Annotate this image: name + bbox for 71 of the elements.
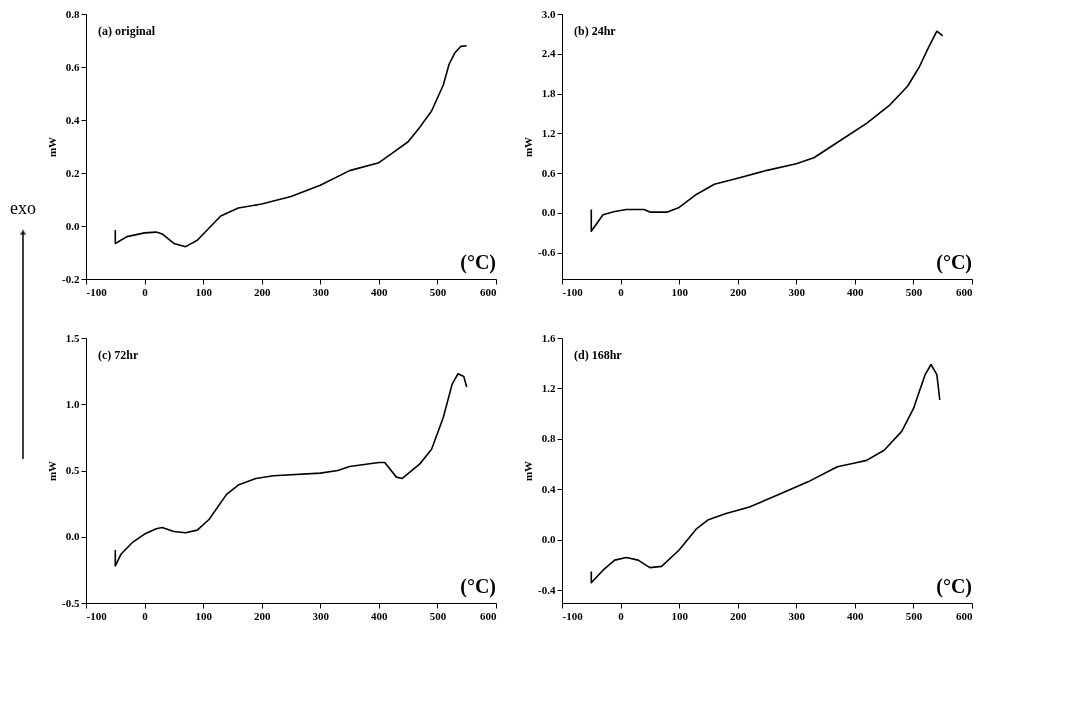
- x-tick-label: 400: [371, 285, 389, 298]
- y-tick-label: -0.4: [538, 583, 556, 596]
- x-tick-label: 0: [618, 609, 625, 622]
- y-tick-label: 0.6: [65, 60, 80, 73]
- x-tick-label: 300: [312, 609, 330, 622]
- x-tick-label: 0: [618, 285, 625, 298]
- annotation: (c) 72hr: [98, 348, 139, 362]
- x-tick-label: 500: [429, 285, 447, 298]
- x-tick-label: 0: [142, 285, 149, 298]
- x-tick-label: 200: [729, 285, 747, 298]
- x-tick-label: 600: [956, 609, 973, 622]
- y-tick-label: -0.2: [62, 272, 80, 285]
- x-tick-label: 500: [905, 609, 923, 622]
- y-tick-label: 1.2: [541, 126, 556, 139]
- y-tick-label: 0.0: [65, 530, 80, 543]
- x-tick-label: -100: [86, 609, 108, 622]
- x-tick-label: 500: [429, 609, 447, 622]
- y-tick-label: 1.5: [65, 331, 80, 344]
- y-tick-label: 0.8: [65, 7, 80, 20]
- x-tick-label: 100: [671, 285, 689, 298]
- y-tick-label: 0.6: [541, 166, 556, 179]
- annotation: (°C): [460, 251, 496, 274]
- annotation: (°C): [460, 575, 496, 598]
- x-tick-label: 300: [788, 609, 806, 622]
- line-series: [114, 372, 468, 567]
- y-axis-title: mW: [522, 136, 535, 158]
- x-tick-label: -100: [562, 609, 584, 622]
- x-tick-label: 400: [847, 285, 865, 298]
- y-tick-label: -0.5: [62, 596, 80, 609]
- x-tick-label: 400: [847, 609, 865, 622]
- x-tick-label: 100: [195, 285, 213, 298]
- y-tick-label: 1.2: [541, 381, 556, 394]
- annotation: (b) 24hr: [574, 24, 617, 38]
- line-series: [114, 45, 468, 248]
- y-tick-label: 0.5: [65, 464, 80, 476]
- y-tick-label: 1.6: [541, 331, 556, 344]
- y-tick-label: 0.8: [541, 432, 556, 445]
- y-tick-label: 2.4: [541, 47, 556, 60]
- annotation: (d) 168hr: [574, 348, 623, 362]
- y-tick-label: -0.6: [538, 246, 556, 258]
- y-tick-label: 0.0: [65, 219, 80, 232]
- y-tick-label: 1.8: [541, 87, 556, 99]
- x-tick-label: 300: [788, 285, 806, 298]
- x-tick-label: 200: [729, 609, 747, 622]
- annotation: (a) original: [98, 24, 156, 38]
- x-tick-label: 300: [312, 285, 330, 298]
- y-tick-label: 0.0: [541, 206, 556, 219]
- annotation: (°C): [936, 251, 972, 274]
- y-tick-label: 3.0: [541, 7, 556, 20]
- x-tick-label: 200: [253, 609, 271, 622]
- x-tick-label: 100: [671, 609, 689, 622]
- annotation: (°C): [936, 575, 972, 598]
- y-tick-label: 0.4: [65, 113, 80, 126]
- y-tick-label: 0.0: [541, 533, 556, 546]
- x-tick-label: 0: [142, 609, 149, 622]
- x-tick-label: 500: [905, 285, 923, 298]
- y-tick-label: 0.4: [541, 482, 556, 495]
- x-tick-label: -100: [86, 285, 108, 298]
- y-tick-label: 1.0: [65, 397, 80, 410]
- x-tick-label: 600: [480, 285, 497, 298]
- x-tick-label: 400: [371, 609, 389, 622]
- x-tick-label: 600: [480, 609, 497, 622]
- y-tick-label: 0.2: [65, 166, 80, 179]
- text: exo: [10, 198, 36, 218]
- y-axis-title: mW: [522, 460, 535, 482]
- y-axis-title: mW: [46, 136, 59, 158]
- x-tick-label: -100: [562, 285, 584, 298]
- x-tick-label: 100: [195, 609, 213, 622]
- x-tick-label: 600: [956, 285, 973, 298]
- y-axis-title: mW: [46, 460, 59, 482]
- x-tick-label: 200: [253, 285, 271, 298]
